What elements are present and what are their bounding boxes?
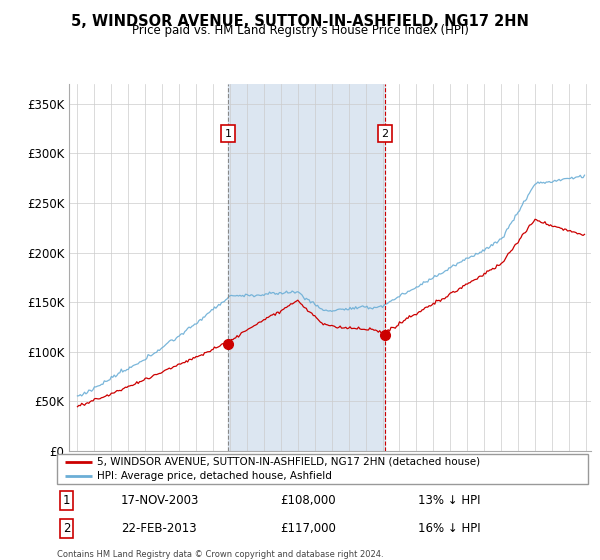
Text: 22-FEB-2013: 22-FEB-2013 [121,522,196,535]
Text: Contains HM Land Registry data © Crown copyright and database right 2024.
This d: Contains HM Land Registry data © Crown c… [57,550,383,560]
Text: 2: 2 [63,522,70,535]
Text: £117,000: £117,000 [280,522,336,535]
Text: 1: 1 [224,129,232,138]
Text: 1: 1 [63,493,70,507]
Text: 2: 2 [381,129,388,138]
Text: 13% ↓ HPI: 13% ↓ HPI [418,493,481,507]
Text: 5, WINDSOR AVENUE, SUTTON-IN-ASHFIELD, NG17 2HN: 5, WINDSOR AVENUE, SUTTON-IN-ASHFIELD, N… [71,14,529,29]
Text: 17-NOV-2003: 17-NOV-2003 [121,493,199,507]
Text: 16% ↓ HPI: 16% ↓ HPI [418,522,481,535]
Bar [228,84,385,451]
Text: 5, WINDSOR AVENUE, SUTTON-IN-ASHFIELD, NG17 2HN (detached house): 5, WINDSOR AVENUE, SUTTON-IN-ASHFIELD, N… [97,457,480,467]
Text: Price paid vs. HM Land Registry's House Price Index (HPI): Price paid vs. HM Land Registry's House … [131,24,469,37]
Text: £108,000: £108,000 [280,493,335,507]
Text: HPI: Average price, detached house, Ashfield: HPI: Average price, detached house, Ashf… [97,471,332,481]
